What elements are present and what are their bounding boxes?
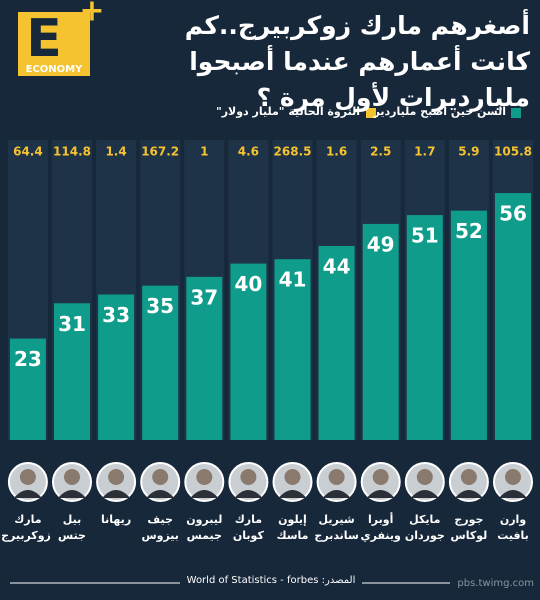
photo-head: [372, 469, 389, 485]
photo-body: [58, 490, 86, 498]
photo-body: [190, 490, 219, 498]
bar-label: 35: [146, 294, 174, 318]
bar-label: 31: [58, 312, 86, 336]
photo-body: [13, 490, 42, 498]
wealth-label: 1.4: [105, 145, 126, 159]
photo-body: [234, 490, 263, 498]
photo-head: [152, 469, 169, 485]
x-tick-label: إيلون ماسك: [276, 513, 309, 542]
photo-head: [505, 469, 521, 485]
wealth-label: 268.5: [274, 145, 312, 159]
photo-head: [196, 469, 213, 485]
bar: [98, 294, 135, 440]
legend-label: الثروة الحالية "مليار دولار": [215, 105, 360, 118]
bar-label: 56: [499, 202, 527, 226]
legend-swatch: [511, 108, 521, 118]
wealth-label: 1.7: [414, 145, 435, 159]
x-tick-label: جيف بيزوس: [141, 513, 179, 542]
x-tick-label: شيريل ساندبرج: [314, 513, 359, 542]
wealth-label: 167.2: [141, 145, 179, 159]
bar: [406, 215, 443, 440]
x-tick-label: مارك زوكربيرج: [1, 513, 51, 542]
photo-body: [102, 490, 131, 498]
x-tick-label: ريهانا: [101, 513, 132, 526]
bar: [274, 259, 311, 440]
bar: [495, 193, 531, 440]
x-tick-label: ليبرون جيمس: [186, 513, 223, 542]
x-tick-label: جورج لوكاس: [450, 513, 488, 542]
bar-label: 40: [234, 272, 262, 296]
photo-body: [278, 490, 307, 498]
x-tick-label: بيل جتس: [58, 513, 86, 542]
bar: [450, 210, 487, 440]
photo-head: [284, 469, 301, 485]
bar-label: 51: [411, 224, 439, 248]
wealth-label: 4.6: [238, 145, 259, 159]
photo-head: [328, 469, 345, 485]
logo-bg: [18, 12, 90, 76]
bar-label: 23: [14, 347, 42, 371]
bar: [142, 285, 179, 440]
wealth-label: 2.5: [370, 145, 391, 159]
photo-head: [416, 469, 433, 485]
wealth-label: 64.4: [13, 145, 43, 159]
x-tick-label: أوبرا وينفري: [360, 513, 401, 542]
photo-body: [499, 490, 527, 498]
bar-label: 44: [323, 254, 351, 278]
photo-head: [64, 469, 80, 485]
source: المصدر: World of Statistics - forbes: [186, 575, 356, 586]
bar: [362, 223, 399, 440]
wealth-label: 1: [200, 145, 208, 159]
bar-label: 41: [279, 268, 307, 292]
wealth-label: 114.8: [53, 145, 91, 159]
photo-body: [366, 490, 395, 498]
bar: [54, 303, 90, 440]
photo-body: [410, 490, 439, 498]
photo-body: [322, 490, 351, 498]
legend-label: السن حين أصبح ملياردير: [373, 105, 507, 118]
photo-head: [240, 469, 257, 485]
watermark: pbs.twimg.com: [457, 578, 534, 589]
bar: [230, 263, 267, 440]
photo-body: [454, 490, 483, 498]
photo-head: [108, 469, 125, 485]
logo-letter: E: [26, 9, 62, 69]
x-tick-label: وارن بافيت: [497, 513, 529, 542]
x-tick-label: مايكل جوردان: [404, 513, 445, 542]
logo-word: ECONOMY: [26, 64, 83, 75]
bar-label: 49: [367, 232, 395, 256]
bar: [318, 245, 355, 440]
chart-title: أصغرهم مارك زوكربيرج..كم كانت أعمارهم عن…: [184, 11, 530, 112]
wealth-label: 105.8: [494, 145, 532, 159]
wealth-label: 1.6: [326, 145, 347, 159]
legend-swatch: [366, 108, 376, 118]
bar: [186, 276, 223, 440]
bar-label: 37: [190, 285, 218, 309]
bar: [9, 338, 46, 440]
photo-head: [19, 469, 36, 485]
bar-label: 52: [455, 219, 483, 243]
photo-head: [460, 469, 477, 485]
x-tick-label: مارك كوبان: [232, 513, 264, 542]
logo-plus: +: [79, 0, 104, 29]
wealth-label: 5.9: [458, 145, 479, 159]
photo-body: [146, 490, 175, 498]
bar-label: 33: [102, 303, 130, 327]
